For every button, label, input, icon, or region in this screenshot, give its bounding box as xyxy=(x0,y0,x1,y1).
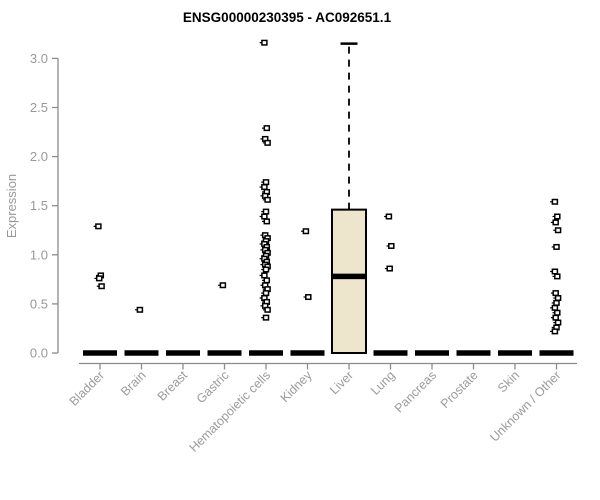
outlier-point xyxy=(264,306,271,313)
outlier-point xyxy=(261,272,268,279)
outlier-point xyxy=(552,290,559,297)
zero-median-bar xyxy=(415,350,449,356)
outlier-point xyxy=(554,319,562,326)
outlier-point xyxy=(263,277,271,284)
x-axis-tick-label-liver: Liver xyxy=(327,368,356,397)
outlier-point xyxy=(262,290,270,297)
outlier-point xyxy=(136,306,144,313)
y-axis-tick-label: 1.5 xyxy=(30,198,48,213)
outlier-point xyxy=(262,179,270,186)
outlier-point xyxy=(305,294,312,301)
boxplot-brain xyxy=(124,306,159,356)
plot-area xyxy=(83,39,574,356)
boxplot-kidney xyxy=(290,228,325,356)
zero-median-bar xyxy=(539,350,574,356)
x-axis-tick-label-lung: Lung xyxy=(368,368,398,398)
outlier-point xyxy=(261,39,268,46)
outlier-point xyxy=(264,139,271,146)
zero-median-bar xyxy=(373,350,408,356)
zero-median-bar xyxy=(249,350,283,356)
outlier-point xyxy=(261,213,268,220)
boxplot-skin xyxy=(498,350,532,356)
zero-median-bar xyxy=(207,350,242,356)
outlier-point xyxy=(95,223,102,230)
boxplot-breast xyxy=(166,350,200,356)
outlier-point xyxy=(262,314,270,321)
median-line xyxy=(332,273,366,280)
y-axis: 0.0 0.5 1.0 1.5 2.0 2.5 3.0 xyxy=(30,51,59,361)
boxplot-liver xyxy=(331,42,367,354)
y-axis-tick-label: 2.5 xyxy=(30,100,48,115)
y-axis-tick-label: 2.0 xyxy=(30,149,48,164)
x-axis-tick-label-bladder: Bladder xyxy=(67,368,107,408)
outlier-point xyxy=(302,228,310,235)
outlier-point xyxy=(552,314,559,321)
y-axis-tick-label: 0.0 xyxy=(30,346,48,361)
zero-median-bar xyxy=(124,350,159,356)
outlier-point xyxy=(551,304,559,311)
zero-median-bar xyxy=(498,350,532,356)
zero-median-bar xyxy=(290,350,325,356)
y-axis-tick-label: 3.0 xyxy=(30,51,48,66)
outlier-point xyxy=(554,309,561,316)
boxplot-lung xyxy=(373,213,408,356)
outlier-point xyxy=(219,282,227,289)
y-axis-title: Expression xyxy=(4,174,19,238)
x-axis-tick-label-breast: Breast xyxy=(155,368,191,404)
outlier-point xyxy=(554,227,562,234)
outlier-point xyxy=(385,213,393,220)
outlier-point xyxy=(554,295,562,302)
zero-median-bar xyxy=(166,350,200,356)
outlier-point xyxy=(551,328,559,335)
x-axis-tick-label-prostate: Prostate xyxy=(438,368,481,411)
x-axis-tick-label-unknown-other: Unknown / Other xyxy=(487,368,563,444)
outlier-point xyxy=(551,268,559,275)
outlier-point xyxy=(554,273,561,280)
outlier-point xyxy=(262,208,270,215)
boxplot-hematopoietic-cells xyxy=(249,39,283,356)
outlier-point xyxy=(554,213,561,220)
outlier-point xyxy=(552,219,559,226)
zero-median-bar xyxy=(456,350,491,356)
x-axis-tick-label-pancreas: Pancreas xyxy=(392,368,439,415)
x-axis-tick-label-kidney: Kidney xyxy=(278,368,315,405)
outlier-point xyxy=(551,198,559,205)
boxplot-gastric xyxy=(207,282,242,356)
y-axis-tick-label: 1.0 xyxy=(30,247,48,262)
outlier-point xyxy=(263,125,271,132)
outlier-point xyxy=(264,196,271,203)
y-axis-tick-label: 0.5 xyxy=(30,296,48,311)
outlier-point xyxy=(388,242,395,249)
outlier-point xyxy=(98,283,105,290)
outlier-point xyxy=(553,243,560,250)
outlier-point xyxy=(386,265,393,272)
boxplot-pancreas xyxy=(415,350,449,356)
zero-median-bar xyxy=(83,350,117,356)
x-axis-tick-label-hematopoietic-cells: Hematopoietic cells xyxy=(187,368,274,455)
chart-title: ENSG00000230395 - AC092651.1 xyxy=(183,10,392,25)
outlier-point xyxy=(553,299,560,306)
boxplot-bladder xyxy=(83,223,117,356)
outlier-point xyxy=(95,275,103,282)
x-axis-tick-label-gastric: Gastric xyxy=(194,368,232,406)
outlier-point xyxy=(262,266,270,273)
outlier-point xyxy=(261,184,268,191)
x-axis-tick-label-brain: Brain xyxy=(118,368,149,399)
box xyxy=(331,208,367,354)
x-axis-tick-label-skin: Skin xyxy=(495,368,522,395)
boxplot-prostate xyxy=(456,350,491,356)
boxplot-unknown-other xyxy=(539,198,574,356)
outlier-point xyxy=(263,218,271,225)
